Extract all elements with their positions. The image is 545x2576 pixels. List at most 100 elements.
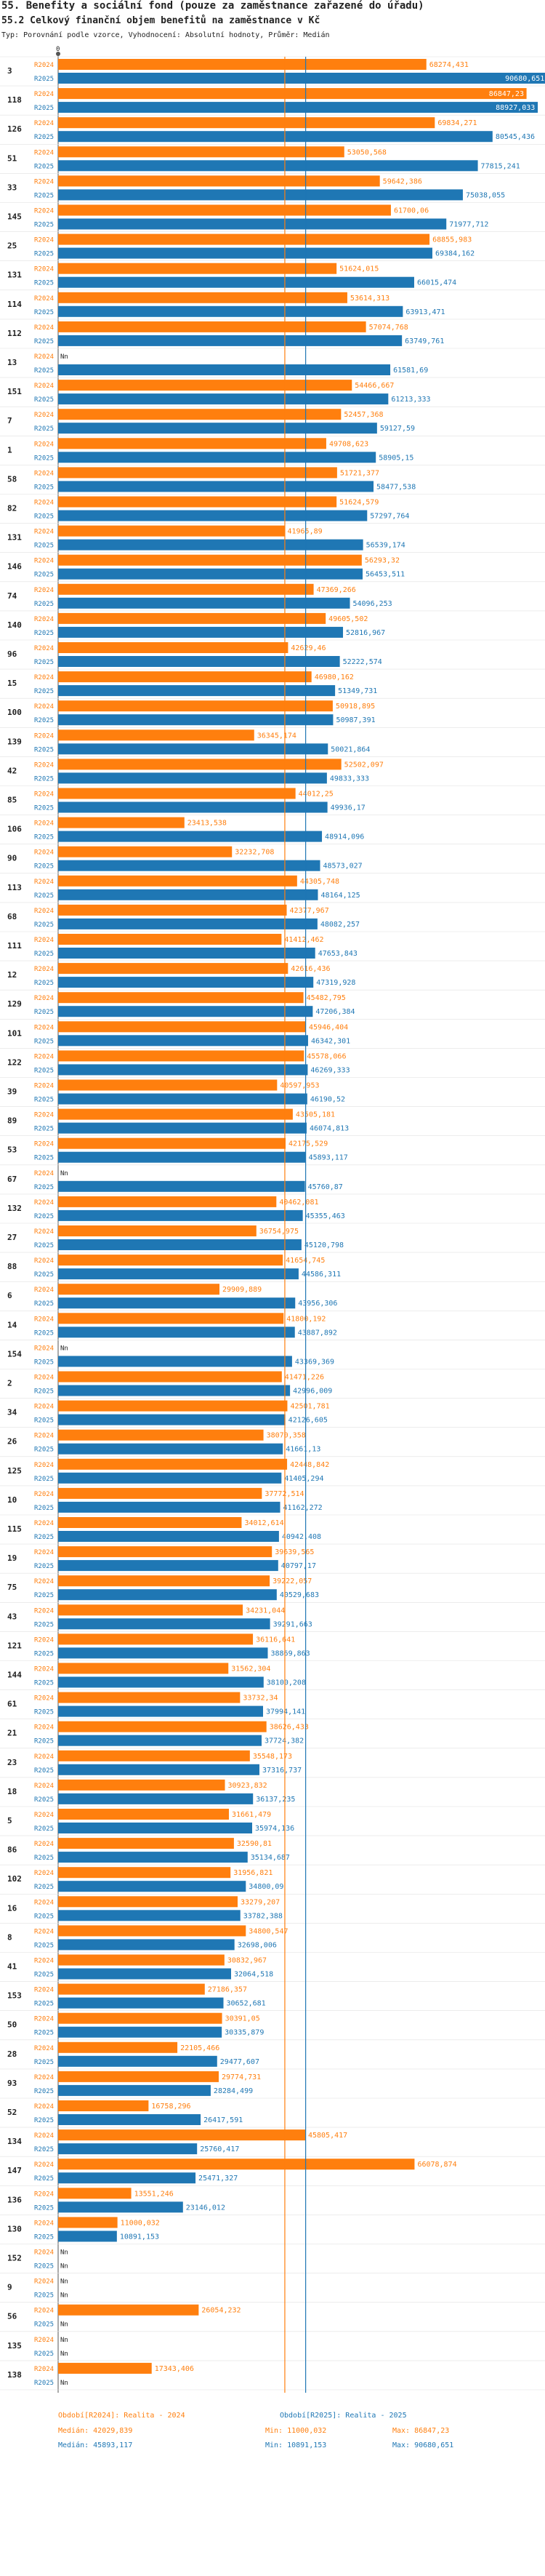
value-label: 47653,843 [318,950,358,958]
bar-r2024 [58,525,285,537]
series-label: R2025 [34,1097,54,1104]
series-label: R2024 [34,266,54,273]
bar-r2025 [58,2201,183,2213]
value-label: 56453,511 [366,571,405,579]
value-label: 42996,009 [293,1388,332,1396]
bar-r2024 [58,759,342,770]
series-label: R2024 [34,1053,54,1060]
bar-r2024 [58,1954,225,1966]
bar-r2024 [58,817,185,828]
bar-r2024 [58,1809,229,1820]
value-label: 59127,59 [380,425,415,433]
value-label: 48164,125 [320,892,360,900]
bar-r2024 [58,1108,293,1120]
value-label: 42175,529 [288,1140,328,1148]
bar-r2025 [58,1735,262,1746]
row-id-label: 106 [7,825,22,834]
row-id-label: 28 [7,2049,17,2059]
bar-r2025 [58,393,389,405]
value-label: 32590,81 [237,1840,272,1848]
series-label: R2025 [34,688,54,695]
series-label: R2024 [34,645,54,652]
series-label: R2025 [34,1563,54,1570]
row-id-label: 12 [7,970,17,980]
series-label: R2025 [34,863,54,871]
series-label: R2025 [34,921,54,929]
row-id-label: 111 [7,941,22,951]
series-label: R2025 [34,1680,54,1687]
series-label: R2025 [34,222,54,229]
value-label: 34800,09 [249,1883,283,1891]
value-label: 35974,136 [255,1825,294,1833]
bar-r2025 [58,1501,280,1513]
bar-r2024 [58,409,342,420]
value-label: 43505,181 [296,1111,335,1119]
series-label: R2025 [34,1038,54,1045]
chart-info: Typ: Porovnání podle vzorce, Vyhodnocení… [1,31,330,39]
value-label: 45946,404 [309,1023,348,1031]
bar-r2025 [58,2114,201,2125]
value-label: 40942,408 [282,1533,321,1541]
value-label: 16758,296 [151,2103,190,2111]
value-label: 88927,033 [496,104,535,112]
bar-r2024 [58,496,337,508]
row-id-label: 140 [7,620,22,630]
bar-r2025 [58,247,432,259]
row-id-label: 43 [7,1612,17,1621]
row-id-label: 75 [7,1583,17,1592]
bar-r2024 [58,671,312,683]
bar-r2024 [58,700,333,712]
series-label: R2024 [34,1783,54,1790]
bar-r2024 [58,612,326,624]
row-id-label: 154 [7,1349,22,1359]
bar-r2025 [58,597,350,609]
bar-r2024 [58,1371,282,1383]
series-label: R2025 [34,513,54,521]
series-label: R2024 [34,908,54,915]
value-label: 31956,821 [233,1869,272,1877]
row-id-label: 118 [7,95,22,105]
series-label: R2024 [34,353,54,361]
value-label: 45120,798 [304,1241,344,1249]
value-label: 36116,641 [256,1636,295,1644]
row-id-label: 14 [7,1320,17,1329]
value-label: 36345,174 [257,732,296,740]
value-label: 58477,538 [376,483,416,491]
row-id-label: 9 [7,2283,12,2292]
row-id-label: 152 [7,2254,22,2263]
series-label: R2025 [34,455,54,462]
series-label: R2024 [34,2016,54,2023]
series-label: R2025 [34,1767,54,1775]
series-label: R2024 [34,324,54,332]
bar-r2025 [58,918,318,929]
value-label: 27186,357 [208,1986,247,1994]
row-id-label: 100 [7,708,22,717]
value-label: 29909,889 [222,1286,262,1294]
value-label: 51624,015 [339,265,379,273]
series-label: R2024 [34,178,54,185]
series-label: R2024 [34,1257,54,1265]
bar-r2025 [58,305,403,317]
series-label: R2024 [34,674,54,681]
legend-max: Max: 90680,651 [392,2441,453,2449]
value-label: 23146,012 [186,2204,225,2212]
value-label: 86847,23 [489,90,524,98]
bar-r2025 [58,1997,224,2009]
value-label: 49936,17 [331,804,366,812]
bar-r2024 [58,175,380,187]
value-label: 50918,895 [336,703,375,711]
series-label: R2024 [34,1462,54,1469]
value-label: 40797,17 [281,1562,316,1570]
series-label: R2025 [34,601,54,608]
bar-r2024 [58,1575,270,1587]
value-label: 30832,967 [227,1957,267,1965]
bar-r2024 [58,2012,222,2024]
bar-r2025 [58,1093,307,1105]
bar-r2025 [58,743,328,755]
value-label: 41405,294 [284,1475,323,1483]
series-label: R2025 [34,2146,54,2153]
series-label: R2024 [34,1024,54,1031]
bar-r2025 [58,2026,222,2038]
bar-r2025 [58,1297,296,1309]
series-label: R2025 [34,309,54,316]
